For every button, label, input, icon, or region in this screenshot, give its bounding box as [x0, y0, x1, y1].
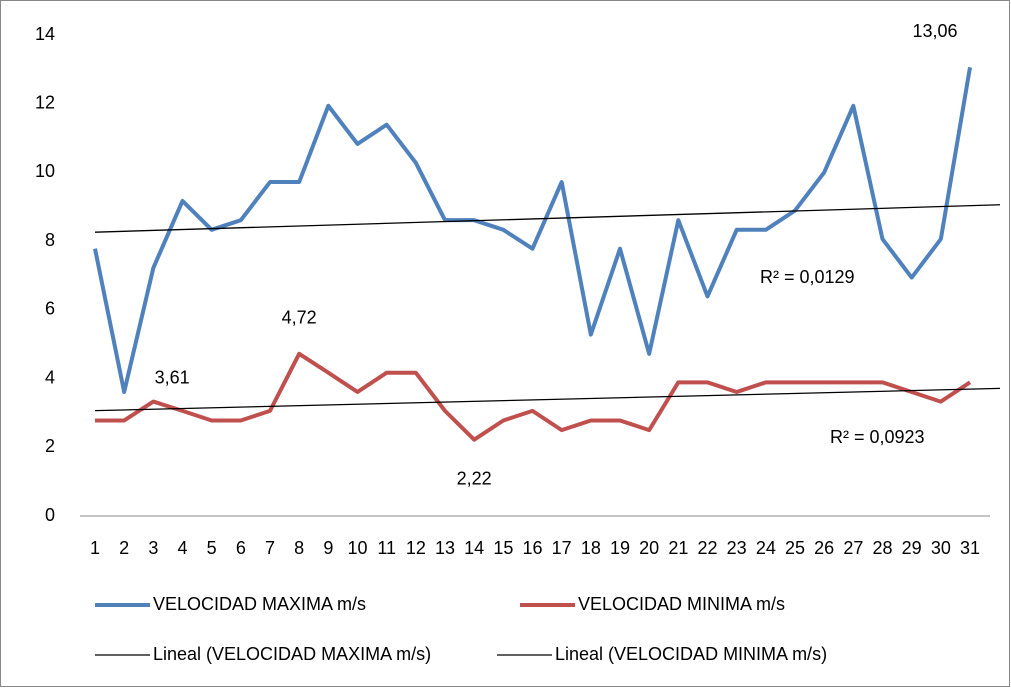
x-tick-label: 25 [785, 538, 805, 558]
x-tick-label: 12 [406, 538, 426, 558]
x-tick-label: 19 [610, 538, 630, 558]
legend-label: Lineal (VELOCIDAD MINIMA m/s) [555, 644, 827, 664]
x-tick-label: 30 [931, 538, 951, 558]
x-tick-label: 24 [756, 538, 776, 558]
x-tick-label: 16 [522, 538, 542, 558]
y-tick-label: 6 [45, 299, 55, 319]
y-tick-label: 10 [35, 161, 55, 181]
y-tick-label: 8 [45, 230, 55, 250]
y-tick-label: 14 [35, 24, 55, 44]
x-tick-label: 29 [902, 538, 922, 558]
r2-label: R² = 0,0923 [830, 427, 925, 447]
data-label: 3,61 [155, 368, 190, 388]
y-tick-label: 0 [45, 505, 55, 525]
x-tick-label: 8 [294, 538, 304, 558]
x-tick-label: 21 [668, 538, 688, 558]
x-tick-label: 6 [236, 538, 246, 558]
x-tick-label: 18 [581, 538, 601, 558]
data-label: 13,06 [912, 21, 957, 41]
x-tick-label: 31 [960, 538, 980, 558]
series-line [95, 351, 972, 442]
x-tick-label: 17 [552, 538, 572, 558]
legend-label: Lineal (VELOCIDAD MAXIMA m/s) [153, 644, 431, 664]
data-label: 4,72 [282, 308, 317, 328]
y-tick-label: 2 [45, 436, 55, 456]
x-tick-label: 14 [464, 538, 484, 558]
y-tick-label: 12 [35, 92, 55, 112]
x-tick-label: 13 [435, 538, 455, 558]
x-tick-label: 4 [177, 538, 187, 558]
data-label: 2,22 [457, 468, 492, 488]
legend-label: VELOCIDAD MINIMA m/s [578, 594, 785, 614]
x-tick-label: 9 [323, 538, 333, 558]
r2-label: R² = 0,0129 [760, 267, 855, 287]
x-tick-label: 10 [347, 538, 367, 558]
x-tick-label: 23 [727, 538, 747, 558]
x-tick-label: 20 [639, 538, 659, 558]
trendline [94, 204, 1001, 233]
y-tick-label: 4 [45, 367, 55, 387]
x-tick-label: 26 [814, 538, 834, 558]
series-line [93, 66, 972, 394]
x-tick-label: 5 [207, 538, 217, 558]
x-tick-label: 3 [148, 538, 158, 558]
trendline [94, 387, 1001, 412]
x-tick-label: 1 [90, 538, 100, 558]
legend-label: VELOCIDAD MAXIMA m/s [153, 594, 366, 614]
x-tick-label: 22 [697, 538, 717, 558]
x-tick-label: 15 [493, 538, 513, 558]
x-tick-label: 11 [377, 538, 396, 558]
x-tick-label: 2 [119, 538, 129, 558]
x-tick-label: 7 [265, 538, 275, 558]
x-tick-label: 28 [872, 538, 892, 558]
x-tick-label: 27 [843, 538, 863, 558]
